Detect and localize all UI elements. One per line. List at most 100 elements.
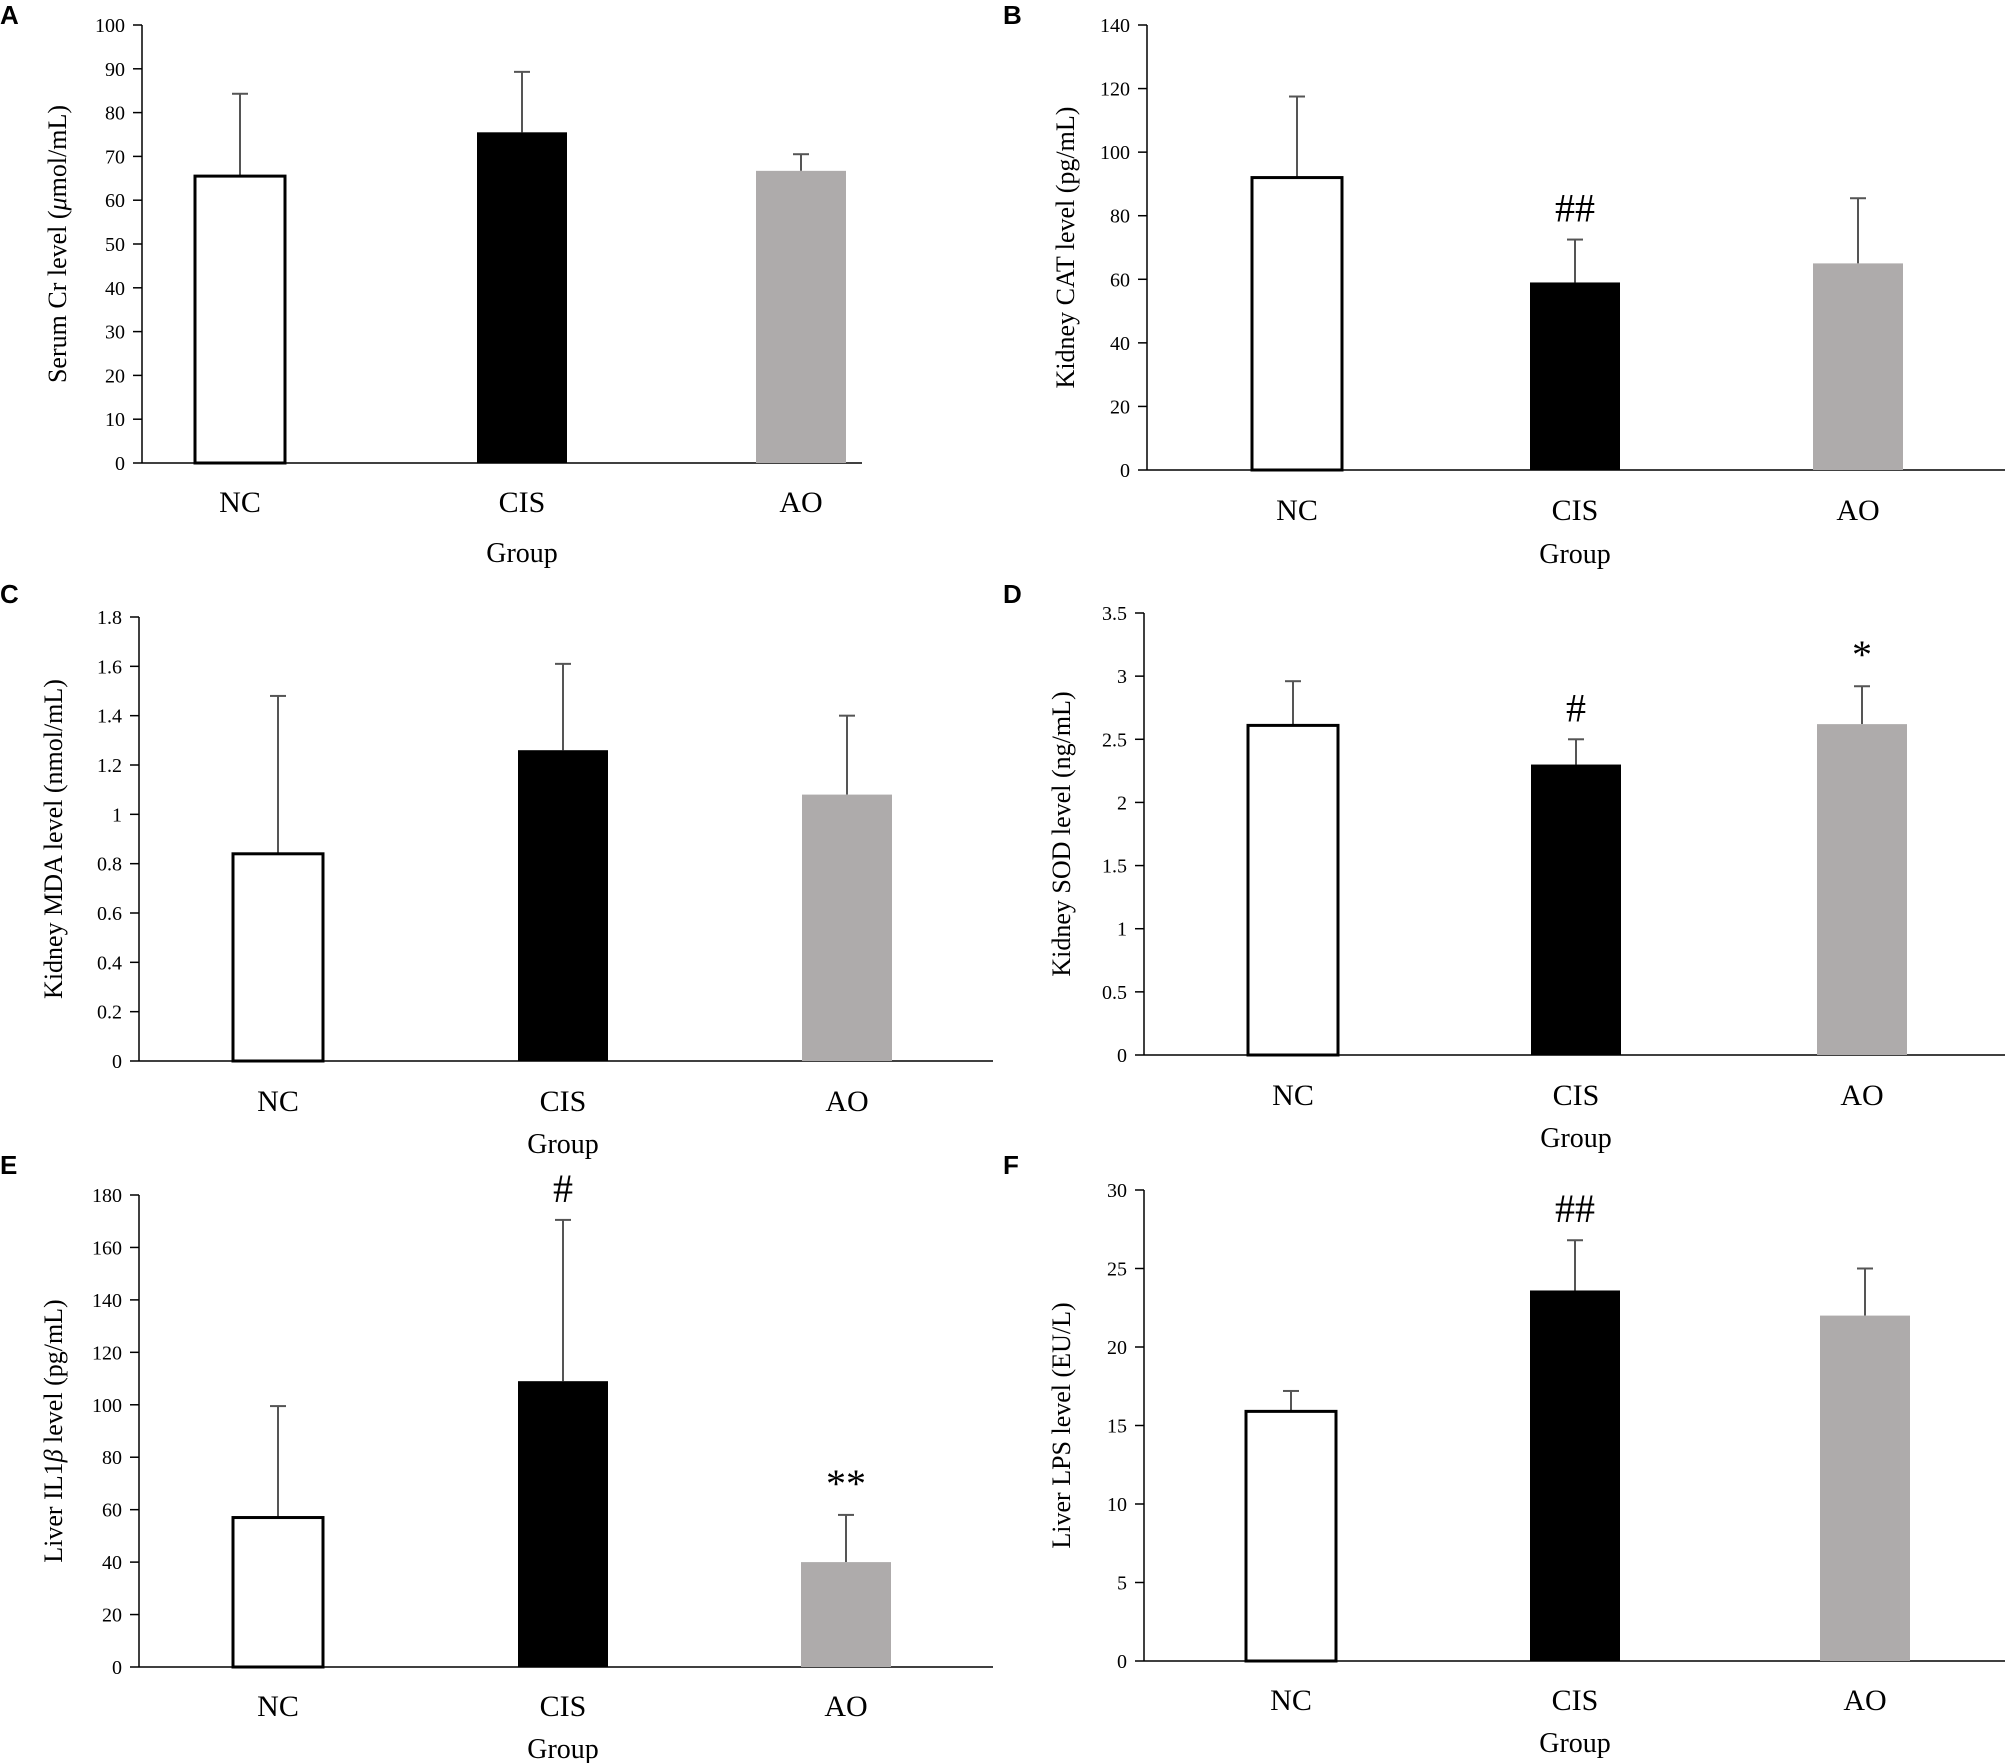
x-category-label: AO [1843, 1684, 1886, 1717]
y-tick-label: 15 [1107, 1416, 1127, 1438]
y-tick-label: 5 [1117, 1573, 1127, 1595]
y-tick-label: 30 [105, 322, 125, 344]
panel-letter: E [0, 1150, 17, 1180]
bar-ao [802, 794, 892, 1061]
x-category-label: CIS [540, 1690, 587, 1723]
y-tick-label: 100 [1100, 142, 1130, 164]
chart-panel-c: C 0 0.2 0.4 0.6 0.8 1 1.2 1.4 1.6 1.8 Kidney MDA le… [0, 579, 993, 1160]
x-category-label: AO [1836, 494, 1879, 527]
y-tick-label: 0 [1117, 1651, 1127, 1673]
y-axis-label: Kidney SOD level (ng/mL) [1047, 691, 1076, 976]
y-tick-label: 20 [105, 365, 125, 387]
y-tick-label: 1.4 [97, 706, 122, 728]
y-tick-label: 3 [1117, 666, 1127, 688]
bar-cis [1531, 764, 1621, 1055]
y-tick-label: 70 [105, 146, 125, 168]
significance-marker: ** [826, 1461, 866, 1506]
x-category-label: AO [1840, 1079, 1883, 1112]
y-tick-label: 1.5 [1102, 856, 1127, 878]
bar-nc [231, 1516, 325, 1669]
y-tick-label: 0 [112, 1657, 122, 1679]
x-category-label: CIS [540, 1085, 587, 1118]
y-tick-label: 40 [105, 278, 125, 300]
y-tick-label: 140 [1100, 15, 1130, 37]
x-category-label: NC [1270, 1684, 1312, 1717]
bar-cis [518, 1381, 608, 1667]
chart-panel-f: F 0 5 10 15 20 25 30 Liver LPS level (EU/L) NC ## C… [1003, 1150, 2005, 1759]
y-axis-label-unit: level (pg/mL) [39, 1299, 68, 1449]
x-category-label: CIS [499, 486, 546, 519]
panel-letter: D [1003, 579, 1022, 609]
bar-nc [231, 852, 325, 1063]
y-tick-label: 40 [1110, 333, 1130, 355]
y-tick-label: 0.2 [97, 1002, 122, 1024]
x-axis-title: Group [1539, 539, 1611, 570]
chart-panel-d: D 0 0.5 1 1.5 2 2.5 3 3.5 Kidney SOD level (ng/mL… [1003, 579, 2005, 1154]
y-tick-label: 160 [92, 1237, 122, 1259]
y-tick-label: 120 [92, 1342, 122, 1364]
y-tick-label: 0.4 [97, 952, 122, 974]
chart-panel-e: E 0 20 40 60 80 100 120 140 160 180 Liver IL1β leve… [0, 1150, 993, 1763]
y-tick-label: 100 [95, 15, 125, 37]
y-axis-label: Kidney CAT level (pg/mL) [1051, 107, 1080, 389]
panel-letter: B [1003, 0, 1022, 30]
x-category-label: CIS [1552, 1684, 1599, 1717]
bar-cis [518, 750, 608, 1061]
y-axis-label-unit: mol/mL) [43, 105, 72, 197]
y-tick-label: 20 [1110, 396, 1130, 418]
x-axis-title: Group [1540, 1123, 1612, 1154]
y-tick-label: 20 [102, 1605, 122, 1627]
significance-marker: ## [1555, 186, 1595, 231]
y-tick-label: 90 [105, 59, 125, 81]
x-category-label: NC [219, 486, 261, 519]
significance-marker: ## [1555, 1186, 1595, 1231]
y-tick-label: 0 [115, 453, 125, 475]
y-tick-label: 50 [105, 234, 125, 256]
y-tick-label: 1 [1117, 919, 1127, 941]
y-tick-label: 0.6 [97, 903, 122, 925]
x-category-label: NC [1276, 494, 1318, 527]
y-tick-label: 60 [102, 1500, 122, 1522]
y-tick-label: 3.5 [1102, 603, 1127, 625]
y-axis-label-text: Liver LPS level (EU/L) [1047, 1302, 1076, 1548]
x-axis-title: Group [527, 1734, 599, 1763]
y-axis-label: Liver IL1β level (pg/mL) [39, 1299, 68, 1562]
bar-ao [801, 1562, 891, 1667]
y-axis-label-text: Kidney SOD level (ng/mL) [1047, 691, 1076, 976]
panel-letter: C [0, 579, 19, 609]
x-category-label: CIS [1553, 1079, 1600, 1112]
y-tick-label: 60 [1110, 269, 1130, 291]
x-category-label: CIS [1552, 494, 1599, 527]
x-category-label: AO [779, 486, 822, 519]
bar-ao [1813, 263, 1903, 470]
y-tick-label: 1 [112, 804, 122, 826]
y-axis-label-greek: β [39, 1449, 68, 1463]
y-tick-label: 120 [1100, 79, 1130, 101]
panel-letter: A [0, 0, 19, 30]
y-axis-label-text: Serum Cr level ( [43, 210, 72, 383]
y-axis-label-text: Kidney CAT level (pg/mL) [1051, 107, 1080, 389]
bar-ao [756, 170, 846, 463]
y-axis-label-greek: μ [43, 197, 72, 211]
y-tick-label: 0 [1117, 1045, 1127, 1067]
x-axis-title: Group [486, 538, 558, 569]
y-axis-label-text: Kidney MDA level (nmol/mL) [39, 679, 68, 999]
y-tick-label: 80 [105, 103, 125, 125]
x-category-label: AO [824, 1690, 867, 1723]
bar-cis [1530, 1290, 1620, 1661]
y-tick-label: 80 [1110, 206, 1130, 228]
x-category-label: NC [257, 1085, 299, 1118]
bar-ao [1817, 724, 1907, 1055]
bar-nc [1246, 723, 1340, 1057]
y-tick-label: 2 [1117, 792, 1127, 814]
bar-nc [193, 174, 287, 465]
x-category-label: NC [257, 1690, 299, 1723]
y-axis-label: Serum Cr level (μmol/mL) [43, 105, 72, 383]
y-tick-label: 0 [1120, 460, 1130, 482]
y-tick-label: 60 [105, 190, 125, 212]
significance-marker: # [1566, 685, 1586, 730]
y-tick-label: 1.8 [97, 607, 122, 629]
y-tick-label: 100 [92, 1395, 122, 1417]
x-axis-title: Group [527, 1129, 599, 1160]
